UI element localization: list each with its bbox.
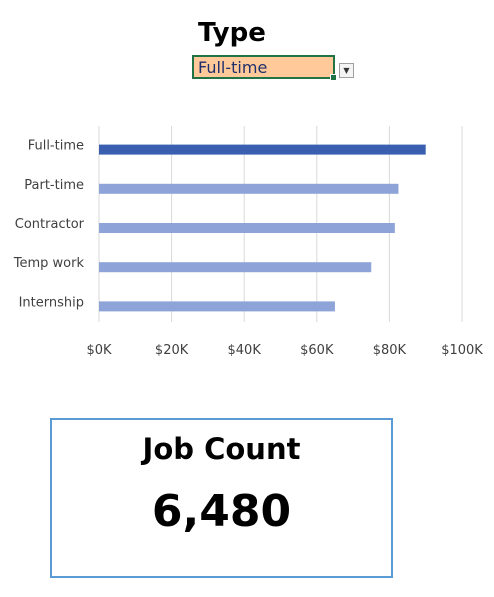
- x-tick-label: $60K: [300, 343, 334, 358]
- bar[interactable]: [99, 144, 426, 155]
- x-tick-label: $40K: [228, 343, 262, 358]
- chevron-down-icon: ▼: [343, 66, 350, 75]
- type-filter-cell[interactable]: Full-time: [192, 55, 337, 81]
- job-count-card: Job Count 6,480: [50, 418, 393, 578]
- type-filter-title: Type: [198, 18, 266, 48]
- x-tick-label: $20K: [155, 343, 189, 358]
- category-label: Full-time: [28, 139, 84, 154]
- bar[interactable]: [99, 301, 335, 312]
- x-tick-label: $80K: [373, 343, 407, 358]
- cell-fill-handle[interactable]: [330, 74, 337, 81]
- category-label: Internship: [19, 295, 84, 310]
- category-label: Temp work: [13, 256, 85, 271]
- type-filter-value: Full-time: [198, 58, 268, 77]
- category-label: Part-time: [24, 178, 84, 193]
- bar[interactable]: [99, 183, 399, 194]
- type-filter-dropdown-button[interactable]: ▼: [339, 63, 354, 78]
- category-label: Contractor: [15, 217, 85, 232]
- job-count-value: 6,480: [151, 486, 292, 537]
- salary-bar-chart: Full-time Part-time Contractor Temp work Int…: [13, 126, 483, 358]
- job-count-label: Job Count: [142, 432, 301, 466]
- x-tick-label: $100K: [441, 343, 483, 358]
- x-tick-label: $0K: [86, 343, 112, 358]
- bar[interactable]: [99, 262, 372, 273]
- bar[interactable]: [99, 223, 395, 233]
